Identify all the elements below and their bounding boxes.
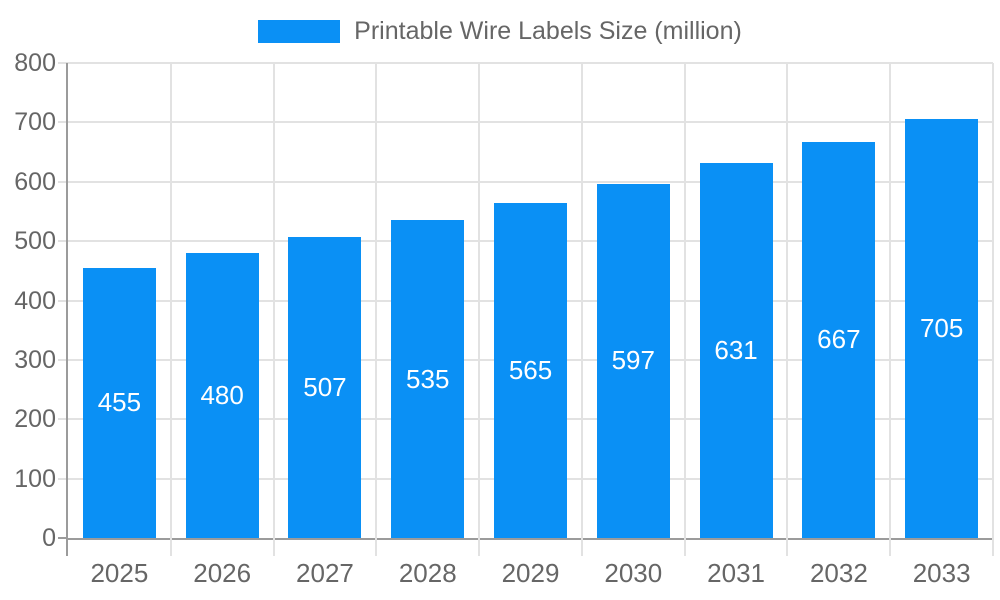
bar-column: 705: [890, 63, 993, 538]
bar-column: 535: [376, 63, 479, 538]
bar-column: 507: [274, 63, 377, 538]
bar-column: 455: [68, 63, 171, 538]
x-gridline: [992, 63, 994, 556]
y-tick-label: 200: [14, 405, 56, 434]
bar-value-label: 507: [303, 371, 347, 402]
bar-value-label: 480: [200, 380, 244, 410]
bar-column: 631: [685, 63, 788, 538]
bar: 667: [802, 141, 876, 538]
legend-item[interactable]: Printable Wire Labels Size (million): [258, 18, 742, 45]
bar-value-label: 705: [919, 313, 964, 344]
x-tick-label: 2032: [809, 558, 868, 588]
x-tick-label: 2028: [398, 558, 457, 588]
y-axis-line: [66, 63, 68, 556]
bar: 565: [494, 202, 567, 538]
y-axis-tick: [58, 62, 68, 64]
x-gridline: [169, 63, 172, 556]
y-gridline: [68, 180, 993, 183]
bar-value-label: 455: [97, 387, 142, 418]
x-gridline: [375, 63, 378, 556]
bar: 455: [82, 267, 156, 538]
x-tick-label: 2030: [604, 558, 663, 588]
y-tick-label: 100: [14, 464, 56, 493]
bar-value-label: 597: [611, 345, 655, 376]
x-gridline: [786, 63, 789, 556]
y-gridline: [68, 62, 993, 64]
x-tick-label: 2025: [90, 558, 149, 588]
legend-swatch-icon: [258, 20, 341, 43]
x-gridline: [272, 63, 275, 556]
bar-value-label: 631: [714, 335, 758, 366]
x-gridline: [889, 63, 892, 556]
y-tick-label: 700: [14, 108, 56, 137]
y-tick-label: 0: [42, 524, 56, 552]
y-tick-label: 500: [14, 227, 56, 256]
y-axis-tick: [58, 121, 68, 124]
legend: Printable Wire Labels Size (million): [0, 18, 1000, 45]
plot-area: 455 480 507 535 565 597 631 667 705: [58, 62, 994, 556]
bars-layer: 455 480 507 535 565 597 631 667 705: [68, 63, 993, 538]
bar-value-label: 667: [817, 324, 861, 355]
x-tick-label: 2026: [193, 558, 252, 588]
bar-column: 597: [582, 63, 685, 538]
legend-label: Printable Wire Labels Size (million): [354, 17, 742, 45]
bar-column: 480: [171, 63, 274, 538]
bar: 535: [391, 220, 465, 538]
x-gridline: [683, 63, 686, 556]
bar: 631: [699, 163, 773, 538]
bar-column: 565: [479, 63, 582, 538]
y-axis-tick: [58, 299, 68, 302]
y-tick-label: 300: [14, 345, 56, 374]
bar: 480: [185, 253, 259, 538]
bar-value-label: 535: [406, 363, 450, 394]
y-gridline: [68, 121, 993, 124]
y-tick-label: 400: [14, 286, 56, 315]
y-axis-labels: 0 100 200 300 400 500 600 700 800: [0, 50, 56, 551]
y-tick-label: 600: [14, 167, 56, 196]
y-axis-tick: [58, 180, 68, 183]
y-axis-tick: [58, 418, 68, 421]
x-gridline: [580, 63, 583, 556]
x-tick-label: 2027: [296, 558, 354, 588]
y-axis-tick: [58, 537, 68, 539]
y-axis-tick: [58, 240, 68, 243]
x-axis-labels: 2025 2026 2027 2028 2029 2030 2031 2032 2033: [68, 558, 993, 588]
bar-value-label: 565: [508, 354, 553, 385]
y-tick-label: 800: [14, 49, 56, 77]
bar: 507: [288, 236, 362, 538]
x-tick-label: 2031: [707, 558, 765, 588]
bar: 705: [905, 119, 979, 538]
x-gridline: [478, 63, 481, 556]
bar: 597: [596, 183, 670, 538]
bar-column: 667: [787, 63, 890, 538]
y-axis-tick: [58, 477, 68, 480]
y-axis-tick: [58, 358, 68, 361]
x-tick-label: 2033: [912, 558, 971, 588]
x-tick-label: 2029: [501, 558, 560, 588]
